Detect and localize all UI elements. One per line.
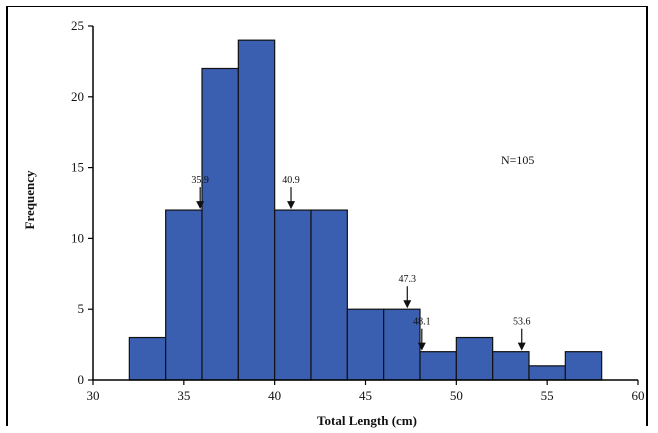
histogram-bar-11: [492, 351, 530, 381]
annotation-label-47.3: 47.3: [399, 274, 417, 285]
y-tick-label-5: 5: [78, 301, 85, 316]
annotation-label-35.9: 35.9: [191, 175, 209, 186]
x-tick-label-30: 30: [87, 388, 100, 403]
axes-group: 30 35 40 45 50 55 60 0 5 10 15 20 25: [71, 18, 645, 403]
histogram-bar-6: [310, 209, 348, 381]
y-tick-label-25: 25: [71, 18, 84, 33]
histogram-bar-4: [237, 39, 276, 381]
bars-group: [128, 39, 603, 381]
histogram-bar-5: [274, 209, 312, 381]
annotation-arrow-head-53.6: [517, 342, 526, 351]
figure-frame: [6, 6, 648, 426]
annotation-label-48.1: 48.1: [413, 317, 431, 328]
y-axis-label: Frequency: [22, 170, 37, 229]
histogram-bar-7: [346, 308, 385, 381]
annotation-arrow-head-47.3: [403, 300, 412, 309]
x-axis-label: Total Length (cm): [317, 413, 417, 428]
annotation-arrow-head-48.1: [417, 342, 426, 351]
x-tick-label-35: 35: [177, 388, 190, 403]
y-tick-label-0: 0: [78, 372, 85, 387]
x-tick-label-45: 45: [359, 388, 372, 403]
annotation-arrow-head-40.9: [287, 201, 296, 210]
y-tick-label-20: 20: [71, 89, 84, 104]
annotation-label-40.9: 40.9: [282, 175, 300, 186]
histogram-bar-2: [165, 209, 203, 381]
histogram-bar-13: [564, 351, 603, 381]
histogram-bar-3: [201, 67, 239, 381]
histogram-bar-10: [455, 336, 494, 381]
annotation-arrow-head-35.9: [196, 201, 205, 210]
histogram-bar-1: [128, 336, 167, 381]
n-count-label: N=105: [501, 153, 534, 167]
y-tick-label-15: 15: [71, 160, 84, 175]
annotations-group: 35.9 40.9 47.3 48.1 53.6: [191, 175, 530, 351]
histogram-bar-12: [528, 365, 566, 381]
histogram-bar-9: [419, 351, 457, 381]
x-tick-label-60: 60: [632, 388, 645, 403]
x-tick-label-50: 50: [450, 388, 463, 403]
x-tick-label-55: 55: [541, 388, 554, 403]
x-tick-label-40: 40: [268, 388, 281, 403]
annotation-label-53.6: 53.6: [513, 317, 531, 328]
y-tick-label-10: 10: [71, 230, 84, 245]
